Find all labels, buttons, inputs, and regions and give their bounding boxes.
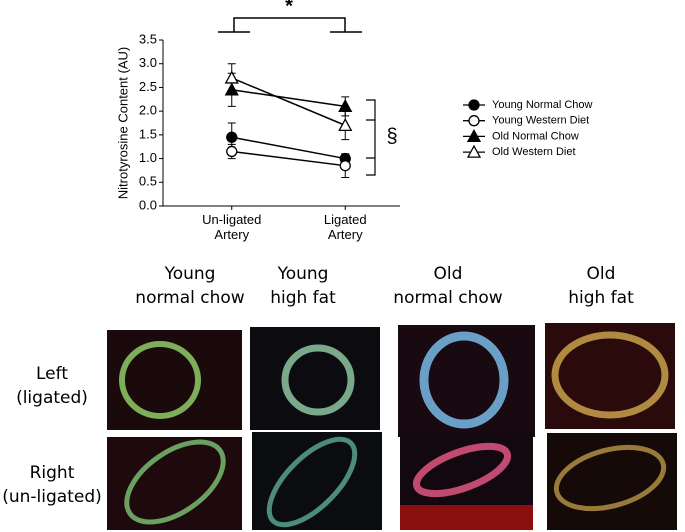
y-tick-label: 2.5 [139, 79, 157, 94]
column-label: normal chow [393, 288, 503, 308]
data-point [226, 145, 238, 158]
column-label: high fat [270, 288, 336, 308]
data-point [338, 118, 353, 132]
column-label: Old [433, 264, 463, 284]
legend-label: Old Normal Chow [492, 130, 579, 142]
column-label: Young [164, 264, 216, 284]
x-tick-label: Un-ligated Artery [202, 212, 262, 242]
tissue [400, 505, 533, 530]
row-label: Right [29, 463, 75, 483]
micrograph [545, 323, 675, 429]
y-tick-label: 2.0 [139, 103, 157, 118]
data-point [339, 160, 351, 172]
micrographs [107, 323, 677, 530]
y-tick-label: 3.5 [139, 31, 157, 46]
legend-label: Young Normal Chow [492, 99, 593, 111]
series-line [231, 77, 346, 127]
column-label: normal chow [135, 288, 245, 308]
vessel [266, 436, 358, 528]
significance-bracket [218, 17, 362, 33]
y-axis-label: Nitrotyrosine Content (AU) [115, 47, 130, 199]
vessel [419, 331, 509, 429]
row-label: (un-ligated) [2, 487, 102, 507]
legend-marker [466, 144, 482, 158]
series-line [231, 136, 346, 160]
vessel [553, 444, 667, 512]
data-point [226, 131, 238, 143]
significance-bracket [366, 99, 376, 176]
legend-marker [468, 115, 480, 127]
x-tick-label: Ligated Artery [323, 212, 367, 242]
y-tick-label: 1.5 [139, 126, 157, 141]
y-tick-label: 3.0 [139, 55, 157, 70]
series-line [231, 89, 346, 108]
row-label: (ligated) [16, 388, 88, 408]
vessel [119, 341, 201, 419]
legend-marker [468, 99, 480, 111]
vessel [551, 331, 669, 419]
annotation: § [386, 125, 397, 147]
legend-marker [466, 129, 482, 143]
data-point [224, 70, 239, 84]
column-label: Old [586, 264, 616, 284]
column-label: high fat [568, 288, 634, 308]
vessel [124, 439, 226, 525]
legend-label: Old Western Diet [492, 146, 576, 158]
vessel [412, 442, 512, 498]
y-tick-label: 0.5 [139, 174, 157, 189]
column-label: Young [277, 264, 329, 284]
series-line [231, 150, 346, 167]
y-tick-label: 1.0 [139, 150, 157, 165]
vessel [281, 344, 355, 416]
legend-label: Young Western Diet [492, 115, 589, 127]
y-tick-label: 0.0 [139, 197, 157, 212]
row-label: Left [36, 364, 68, 384]
annotation: * [285, 0, 293, 17]
